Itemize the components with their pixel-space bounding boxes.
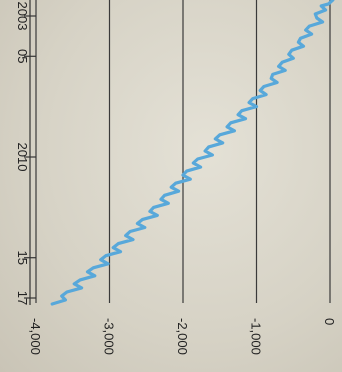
data-point (230, 122, 232, 124)
data-point (136, 222, 139, 225)
data-point (221, 142, 224, 144)
data-point (237, 113, 239, 116)
data-point (160, 198, 162, 201)
data-point (51, 303, 53, 305)
data-point (79, 279, 81, 281)
data-point (192, 162, 195, 164)
data-point (271, 73, 274, 76)
data-point (219, 134, 221, 136)
data-point (299, 37, 302, 39)
data-point (117, 242, 120, 245)
data-point (94, 275, 96, 277)
data-point (170, 186, 172, 188)
data-point (73, 283, 75, 285)
data-point (204, 150, 206, 152)
data-point (265, 93, 267, 96)
data-point (182, 174, 184, 176)
data-point (119, 250, 122, 253)
data-point (248, 101, 250, 104)
data-point (291, 49, 293, 51)
series-layer (50, 0, 335, 306)
data-point (152, 206, 155, 209)
data-point (226, 126, 228, 128)
data-point (60, 295, 63, 297)
data-point (64, 299, 67, 301)
data-point (189, 178, 192, 180)
data-point (185, 170, 188, 172)
x-tick-label: 17 (15, 291, 30, 305)
data-point (310, 33, 313, 35)
data-point (270, 77, 273, 80)
y-tick-label: -4,000 (28, 318, 43, 355)
data-point (263, 85, 265, 88)
x-tick-label: 05 (15, 49, 30, 63)
data-point (308, 25, 311, 27)
data-point (211, 154, 214, 156)
data-point (244, 117, 247, 120)
data-point (112, 246, 114, 249)
data-point (316, 17, 318, 19)
data-point (259, 89, 262, 92)
data-point (327, 3, 330, 5)
y-tick-label: 0 (322, 318, 337, 325)
data-point (177, 190, 180, 192)
data-point (281, 61, 284, 64)
data-point (241, 109, 243, 112)
data-point (66, 291, 68, 293)
data-point (321, 21, 324, 23)
data-point (292, 57, 295, 60)
data-point (233, 130, 236, 132)
data-point (124, 234, 127, 237)
data-point (255, 105, 258, 108)
data-point (141, 218, 144, 221)
data-point (99, 258, 102, 261)
series-line (50, 0, 335, 306)
data-point (276, 81, 278, 84)
data-point (156, 214, 159, 217)
x-tick-label: 2010 (15, 143, 30, 172)
data-point (132, 238, 134, 241)
x-axis-ticks: 2003 05 2010 15 17 (15, 0, 36, 305)
data-point (107, 263, 109, 265)
y-tick-label: -2,000 (175, 318, 190, 355)
y-tick-label: -3,000 (102, 318, 117, 355)
data-point (252, 97, 254, 100)
data-point (80, 287, 83, 289)
data-point (144, 226, 146, 229)
data-point (129, 230, 131, 233)
data-point (332, 0, 334, 1)
data-point (167, 202, 170, 205)
data-point (304, 29, 307, 31)
data-point (302, 45, 305, 47)
data-point (196, 158, 199, 160)
data-point (314, 13, 317, 15)
data-point (214, 138, 217, 140)
data-point (277, 65, 280, 68)
grid-layer (35, 0, 331, 303)
data-point (86, 271, 89, 273)
data-point (320, 5, 323, 7)
data-point (199, 166, 202, 168)
data-point (297, 41, 300, 43)
data-point (92, 267, 95, 269)
data-point (174, 182, 177, 184)
x-tick-label: 15 (15, 250, 30, 264)
data-point (207, 146, 210, 148)
data-point (105, 254, 107, 257)
y-axis-tick-labels: 0 -1,000 -2,000 -3,000 -4,000 (28, 318, 337, 355)
x-tick-label: 2003 (15, 2, 30, 31)
data-point (288, 53, 290, 56)
data-point (284, 69, 287, 72)
data-point (163, 194, 166, 197)
y-tick-label: -1,000 (249, 318, 264, 355)
data-point (324, 9, 327, 11)
data-point (149, 210, 151, 213)
